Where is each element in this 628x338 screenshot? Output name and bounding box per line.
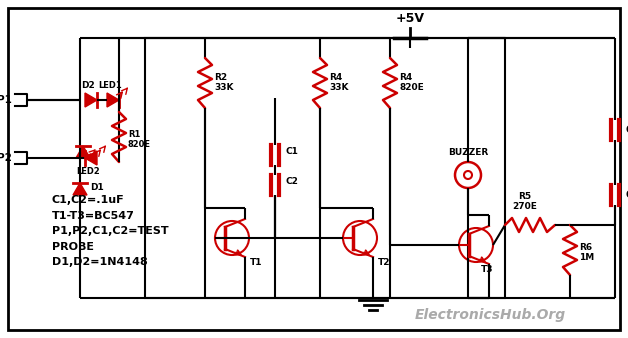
Text: BUZZER: BUZZER [448,148,488,157]
Text: +5V: +5V [396,12,425,25]
FancyBboxPatch shape [8,8,620,330]
Text: C1: C1 [625,125,628,135]
Text: LED2: LED2 [76,167,100,176]
Polygon shape [73,183,87,195]
Text: C1: C1 [285,146,298,155]
FancyBboxPatch shape [145,38,505,298]
Text: D2: D2 [81,81,95,90]
Text: D1: D1 [90,184,104,193]
Text: C2: C2 [285,176,298,186]
Text: LED1: LED1 [98,81,122,90]
Text: C2: C2 [625,190,628,200]
Text: R4
33K: R4 33K [329,73,349,92]
Text: T3: T3 [481,265,494,274]
Text: T2: T2 [378,258,391,267]
Polygon shape [107,93,119,107]
Text: T1: T1 [250,258,263,267]
Text: C1,C2=.1uF
T1-T3=BC547
P1,P2,C1,C2=TEST
PROBE
D1,D2=1N4148: C1,C2=.1uF T1-T3=BC547 P1,P2,C1,C2=TEST … [52,195,169,267]
Text: R4
820E: R4 820E [399,73,424,92]
Text: P2: P2 [0,153,12,163]
Polygon shape [85,93,97,107]
Text: R2
33K: R2 33K [214,73,234,92]
Text: R6
1M: R6 1M [579,243,594,262]
Text: P1: P1 [0,95,12,105]
Text: ElectronicsHub.Org: ElectronicsHub.Org [415,308,566,322]
Polygon shape [85,151,97,165]
Polygon shape [76,146,90,158]
Text: R1
820E: R1 820E [128,130,151,149]
Text: R5
270E: R5 270E [512,192,538,211]
